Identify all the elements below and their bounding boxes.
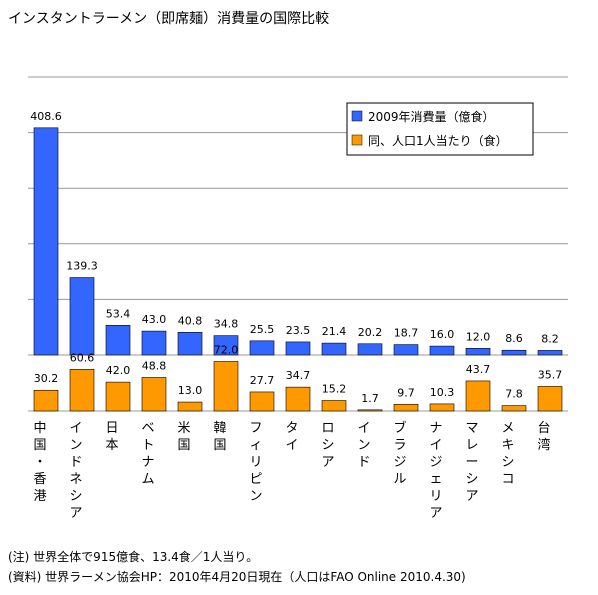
legend-label-consumption: 2009年消費量（億食）: [368, 109, 495, 124]
value-label-consumption: 8.2: [541, 332, 559, 345]
bar-per-capita: [249, 391, 275, 412]
bar-per-capita: [213, 361, 239, 412]
category-label: タイ: [285, 421, 298, 453]
consumption-value-labels: 408.6 139.3 53.4 43.0 40.8 34.8 25.5 23.5 21.4 20…: [30, 110, 559, 346]
bar-consumption: [213, 335, 239, 356]
bar-consumption: [501, 349, 527, 356]
value-label-consumption: 18.7: [394, 327, 419, 340]
bar-consumption: [429, 345, 455, 356]
value-label-consumption: 12.0: [466, 330, 491, 343]
bar-per-capita: [393, 404, 419, 412]
per-capita-bars: [33, 361, 563, 412]
bar-consumption: [177, 332, 203, 356]
value-label-consumption: 53.4: [106, 307, 131, 320]
bar-consumption: [465, 348, 491, 356]
category-label: 日本: [105, 421, 118, 453]
bar-per-capita: [141, 377, 167, 412]
value-label-per-capita: 42.0: [106, 364, 131, 377]
value-label-consumption: 16.0: [430, 328, 455, 341]
value-label-per-capita: 48.8: [142, 359, 167, 372]
bar-per-capita: [105, 381, 131, 412]
bar-consumption: [285, 341, 311, 356]
bar-per-capita: [69, 369, 95, 412]
value-label-consumption: 43.0: [142, 313, 167, 326]
value-label-per-capita: 72.0: [214, 344, 239, 357]
legend-swatch-consumption: [351, 110, 363, 122]
value-label-per-capita: 27.7: [250, 374, 275, 387]
category-label: メキシコ: [501, 421, 514, 487]
legend-label-per-capita: 同、人口1人当たり（食）: [368, 133, 508, 148]
value-label-consumption: 20.2: [358, 326, 383, 339]
value-label-per-capita: 10.3: [430, 386, 455, 399]
value-label-consumption: 40.8: [178, 314, 203, 327]
value-label-per-capita: 7.8: [505, 388, 523, 401]
bar-per-capita: [537, 386, 563, 412]
value-label-per-capita: 35.7: [538, 368, 563, 381]
category-label: インドネシア: [69, 421, 82, 521]
footnote-source: (資料) 世界ラーメン協会HP：2010年4月20日現在（人口はFAO Onli…: [8, 570, 466, 584]
category-label: ナイジェリア: [429, 421, 442, 521]
bar-consumption: [357, 343, 383, 356]
category-label: ロシア: [321, 421, 334, 470]
bar-consumption: [249, 340, 275, 356]
bar-consumption: [141, 330, 167, 356]
value-label-per-capita: 1.7: [361, 392, 379, 405]
bar-consumption: [69, 277, 95, 356]
value-label-per-capita: 60.6: [70, 351, 95, 364]
bar-per-capita: [429, 403, 455, 412]
category-label: フィリピン: [249, 421, 262, 504]
value-label-per-capita: 43.7: [466, 363, 491, 376]
bar-consumption: [33, 127, 59, 356]
bar-consumption: [393, 344, 419, 356]
value-label-per-capita: 15.2: [322, 383, 347, 396]
value-label-consumption: 21.4: [322, 325, 347, 338]
category-label: ベトナム: [141, 421, 154, 487]
category-label: 中国・香港: [33, 421, 46, 504]
value-label-per-capita: 34.7: [286, 369, 311, 382]
consumption-bars: [33, 127, 563, 356]
legend-box: [346, 102, 534, 156]
value-label-consumption: 408.6: [30, 110, 62, 123]
chart-title: インスタントラーメン（即席麺）消費量の国際比較: [8, 11, 330, 27]
bar-per-capita: [177, 401, 203, 412]
bar-per-capita: [285, 386, 311, 412]
category-label: 韓国: [213, 421, 226, 453]
per-capita-value-labels: 30.2 60.6 42.0 48.8 13.0 72.0 27.7 34.7 15.2 1.7 9…: [34, 344, 563, 405]
legend: 2009年消費量（億食） 同、人口1人当たり（食）: [346, 102, 534, 156]
category-label: 米国: [177, 421, 190, 453]
footnote-note: (注) 世界全体で915億食、13.4食／1人当り。: [8, 550, 259, 564]
bar-per-capita: [33, 389, 59, 412]
bar-consumption: [105, 325, 131, 356]
bar-per-capita: [321, 400, 347, 412]
bar-consumption: [321, 342, 347, 356]
value-label-per-capita: 13.0: [178, 384, 203, 397]
value-label-consumption: 25.5: [250, 323, 275, 336]
value-label-consumption: 23.5: [286, 324, 311, 337]
value-label-consumption: 8.6: [505, 332, 523, 345]
value-label-per-capita: 9.7: [397, 386, 415, 399]
category-label: 台湾: [537, 421, 550, 453]
bar-consumption: [537, 350, 563, 356]
value-label-consumption: 34.8: [214, 318, 239, 331]
bar-per-capita: [357, 409, 383, 412]
bar-per-capita: [501, 405, 527, 412]
value-label-per-capita: 30.2: [34, 372, 59, 385]
value-label-consumption: 139.3: [66, 260, 98, 273]
category-label: マレーシア: [465, 421, 478, 504]
bar-per-capita: [465, 380, 491, 412]
category-label: インド: [357, 421, 370, 470]
legend-swatch-per-capita: [351, 134, 363, 146]
category-label: ブラジル: [393, 420, 406, 487]
